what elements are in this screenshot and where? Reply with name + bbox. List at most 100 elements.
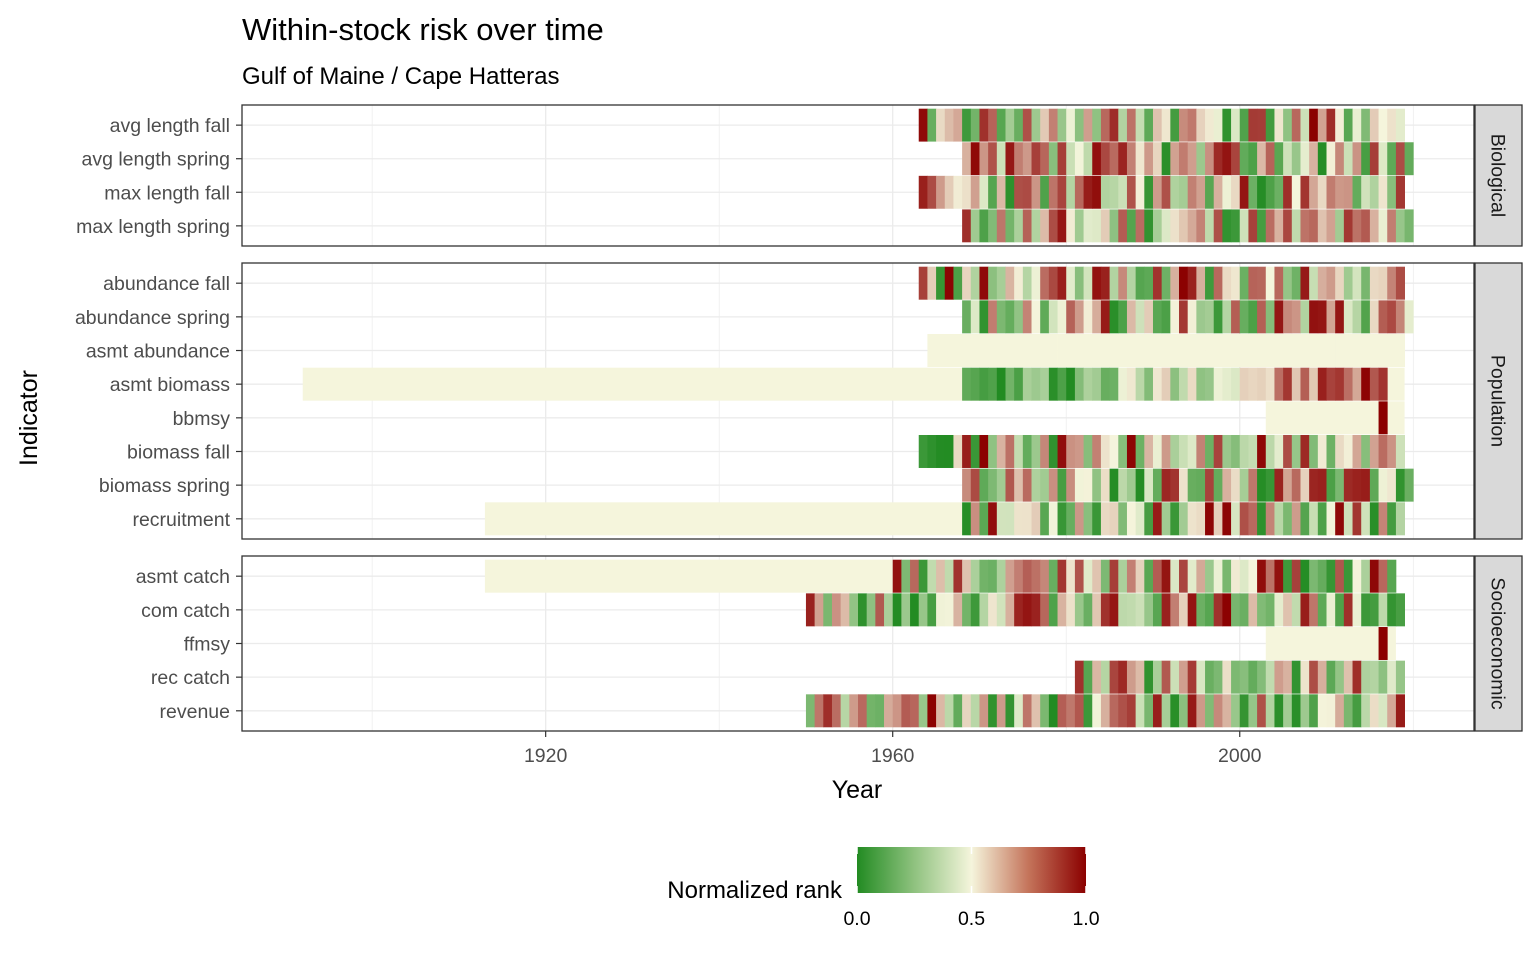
heatmap-cell — [1369, 209, 1379, 243]
heatmap-cell — [1022, 142, 1032, 176]
heatmap-row-max-length-fall — [918, 175, 1405, 209]
heatmap-cell — [1335, 367, 1345, 401]
heatmap-cell — [1326, 468, 1336, 502]
heatmap-cell — [1378, 300, 1388, 334]
heatmap-cell — [1274, 660, 1284, 694]
heatmap-cell — [1170, 142, 1180, 176]
heatmap-cell — [1170, 367, 1180, 401]
heatmap-cell — [1352, 209, 1362, 243]
heatmap-cell — [1326, 559, 1336, 593]
heatmap-cell — [1083, 434, 1093, 468]
heatmap-cell — [927, 334, 937, 368]
heatmap-cell — [484, 559, 893, 593]
heatmap-cell — [970, 434, 980, 468]
heatmap-cell — [1205, 266, 1215, 300]
heatmap-cell — [1265, 367, 1275, 401]
heatmap-cell — [1257, 334, 1267, 368]
heatmap-cell — [1395, 266, 1405, 300]
heatmap-cell — [988, 175, 998, 209]
heatmap-cell — [1257, 694, 1267, 728]
heatmap-cell — [1291, 108, 1301, 142]
heatmap-cell — [996, 108, 1006, 142]
heatmap-cell — [1179, 142, 1189, 176]
heatmap-cell — [1222, 334, 1232, 368]
heatmap-cell — [1404, 300, 1414, 334]
heatmap-cell — [953, 334, 963, 368]
heatmap-cell — [1213, 142, 1223, 176]
heatmap-cell — [1257, 367, 1267, 401]
heatmap-cell — [953, 108, 963, 142]
heatmap-cell — [1335, 266, 1345, 300]
y-axis-title: Indicator — [15, 370, 43, 466]
heatmap-cell — [1265, 209, 1275, 243]
heatmap-cell — [970, 559, 980, 593]
heatmap-cell — [1144, 142, 1154, 176]
heatmap-cell — [1361, 367, 1371, 401]
heatmap-cell — [1343, 209, 1353, 243]
heatmap-row-abundance-spring — [962, 300, 1414, 334]
heatmap-cell — [1404, 142, 1414, 176]
heatmap-cell — [1144, 434, 1154, 468]
heatmap-cell — [936, 266, 946, 300]
heatmap-cell — [1066, 502, 1076, 536]
heatmap-cell — [1395, 300, 1405, 334]
heatmap-cell — [979, 367, 989, 401]
heatmap-cell — [831, 694, 842, 728]
heatmap-cell — [1343, 434, 1353, 468]
heatmap-row-ffmsy — [1265, 627, 1396, 660]
heatmap-cell — [1239, 502, 1249, 536]
heatmap-cell — [1326, 209, 1336, 243]
heatmap-cell — [1378, 401, 1388, 435]
y-tick-label: abundance fall — [103, 273, 230, 295]
heatmap-cell — [988, 108, 998, 142]
heatmap-cell — [1352, 502, 1362, 536]
heatmap-cell — [1213, 209, 1223, 243]
heatmap-cell — [979, 266, 989, 300]
legend-ticks: 0.0 0.5 1.0 — [843, 847, 1100, 930]
heatmap-cell — [1126, 468, 1137, 502]
heatmap-cell — [1014, 502, 1024, 536]
heatmap-cell — [1170, 593, 1180, 627]
heatmap-cell — [1352, 300, 1362, 334]
heatmap-cell — [962, 559, 972, 593]
heatmap-cell — [1248, 367, 1258, 401]
heatmap-cell — [1317, 434, 1327, 468]
facet-strip-label: Population — [1487, 355, 1509, 447]
heatmap-cell — [1187, 142, 1197, 176]
heatmap-cell — [979, 468, 989, 502]
heatmap-cell — [1135, 142, 1145, 176]
heatmap-cell — [1222, 300, 1232, 334]
heatmap-cell — [1118, 142, 1128, 176]
heatmap-cell — [1118, 434, 1128, 468]
heatmap-cell — [1048, 502, 1058, 536]
heatmap-cell — [1248, 660, 1258, 694]
heatmap-cell — [1066, 209, 1076, 243]
heatmap-cell — [1048, 559, 1058, 593]
heatmap-cell — [1343, 593, 1353, 627]
heatmap-cell — [1239, 660, 1249, 694]
heatmap-cell — [988, 434, 998, 468]
heatmap-cell — [1005, 142, 1015, 176]
heatmap-cell — [1152, 660, 1163, 694]
heatmap-cell — [1161, 334, 1171, 368]
heatmap-cell — [1100, 142, 1111, 176]
heatmap-cell — [1361, 334, 1371, 368]
heatmap-cell — [988, 209, 998, 243]
heatmap-cell — [1257, 266, 1267, 300]
heatmap-cell — [1205, 300, 1215, 334]
heatmap-cell — [1352, 175, 1362, 209]
heatmap-cell — [1317, 175, 1327, 209]
heatmap-cell — [1126, 502, 1137, 536]
heatmap-cell — [1361, 300, 1371, 334]
heatmap-cell — [1378, 175, 1388, 209]
heatmap-cell — [1135, 694, 1145, 728]
heatmap-cell — [1300, 593, 1310, 627]
heatmap-cell — [1048, 334, 1058, 368]
heatmap-cell — [1100, 209, 1111, 243]
heatmap-cell — [1239, 559, 1249, 593]
heatmap-cell — [1343, 142, 1353, 176]
heatmap-cell — [1196, 209, 1206, 243]
heatmap-cell — [970, 108, 980, 142]
heatmap-cell — [1335, 694, 1345, 728]
heatmap-cell — [1170, 266, 1180, 300]
